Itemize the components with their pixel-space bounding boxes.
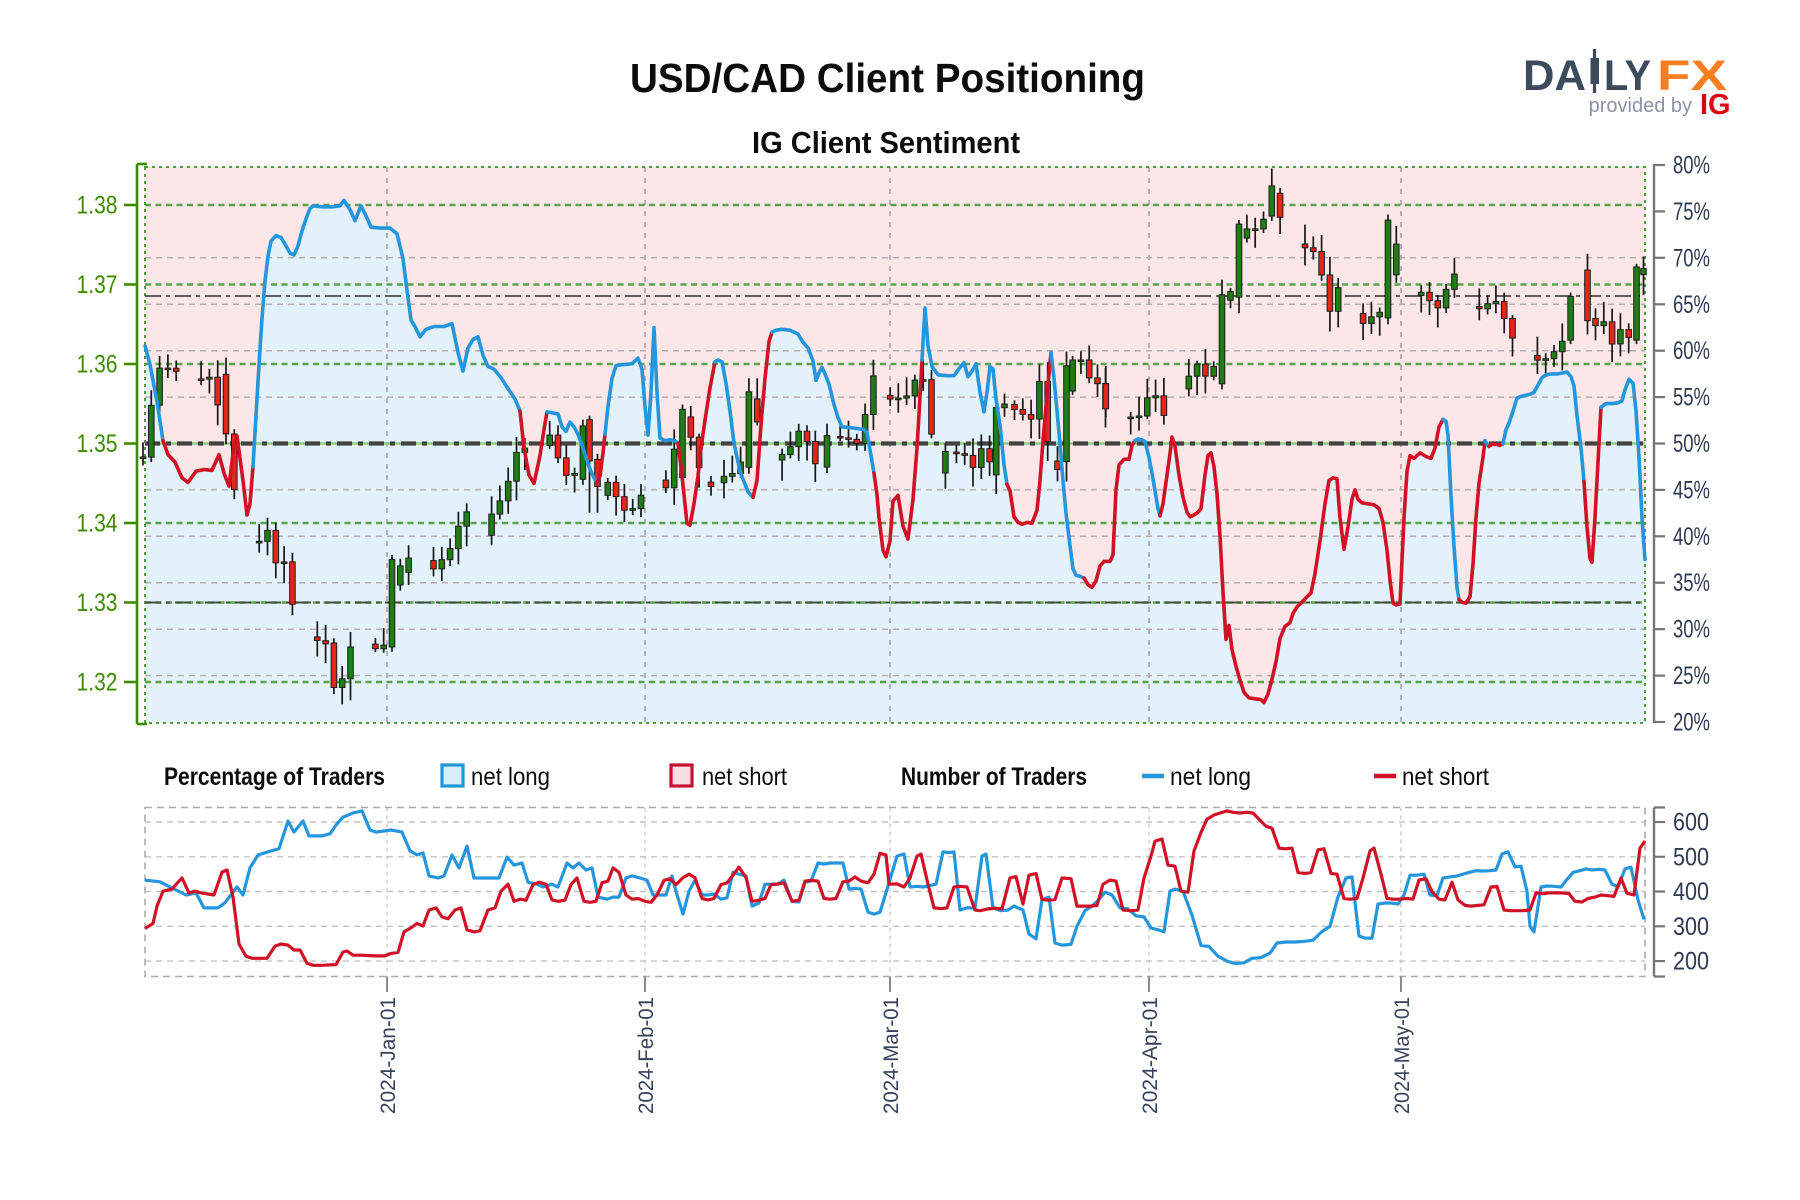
- svg-text:provided by: provided by: [1589, 95, 1692, 117]
- svg-text:1.36: 1.36: [77, 351, 118, 379]
- svg-text:80%: 80%: [1673, 152, 1710, 180]
- svg-text:2024-Feb-01: 2024-Feb-01: [635, 997, 658, 1114]
- svg-text:IG Client Sentiment: IG Client Sentiment: [752, 125, 1020, 160]
- svg-text:60%: 60%: [1673, 337, 1710, 365]
- svg-text:1.33: 1.33: [77, 589, 118, 617]
- svg-text:2024-Jan-01: 2024-Jan-01: [377, 997, 400, 1114]
- svg-text:40%: 40%: [1673, 523, 1710, 551]
- svg-text:net long: net long: [1170, 763, 1251, 791]
- svg-text:75%: 75%: [1673, 198, 1710, 226]
- svg-text:500: 500: [1673, 843, 1709, 871]
- svg-text:30%: 30%: [1673, 616, 1710, 644]
- svg-text:LY: LY: [1604, 52, 1651, 100]
- svg-text:net short: net short: [702, 763, 787, 791]
- svg-text:1.35: 1.35: [77, 430, 118, 458]
- svg-text:net long: net long: [471, 763, 550, 791]
- svg-text:1.38: 1.38: [77, 192, 118, 220]
- svg-text:55%: 55%: [1673, 384, 1710, 412]
- svg-text:2024-Mar-01: 2024-Mar-01: [880, 997, 903, 1114]
- svg-text:70%: 70%: [1673, 244, 1710, 272]
- svg-text:1.32: 1.32: [77, 669, 118, 697]
- svg-text:400: 400: [1673, 878, 1709, 906]
- svg-text:35%: 35%: [1673, 569, 1710, 597]
- svg-text:65%: 65%: [1673, 291, 1710, 319]
- svg-text:USD/CAD Client Positioning: USD/CAD Client Positioning: [630, 55, 1145, 101]
- svg-text:45%: 45%: [1673, 476, 1710, 504]
- svg-text:1.34: 1.34: [77, 510, 118, 538]
- svg-text:Percentage of Traders: Percentage of Traders: [164, 763, 385, 791]
- svg-text:50%: 50%: [1673, 430, 1710, 458]
- svg-text:300: 300: [1673, 913, 1709, 941]
- svg-text:DA: DA: [1523, 52, 1586, 100]
- svg-text:20%: 20%: [1673, 709, 1710, 737]
- svg-text:2024-May-01: 2024-May-01: [1391, 997, 1414, 1114]
- svg-text:1.37: 1.37: [77, 271, 118, 299]
- svg-text:Number of Traders: Number of Traders: [901, 763, 1087, 791]
- svg-text:25%: 25%: [1673, 662, 1710, 690]
- svg-text:IG: IG: [1700, 89, 1731, 121]
- svg-text:2024-Apr-01: 2024-Apr-01: [1139, 997, 1162, 1114]
- svg-text:600: 600: [1673, 809, 1709, 837]
- svg-text:FX: FX: [1657, 52, 1727, 100]
- svg-text:200: 200: [1673, 948, 1709, 976]
- svg-text:net short: net short: [1402, 763, 1489, 791]
